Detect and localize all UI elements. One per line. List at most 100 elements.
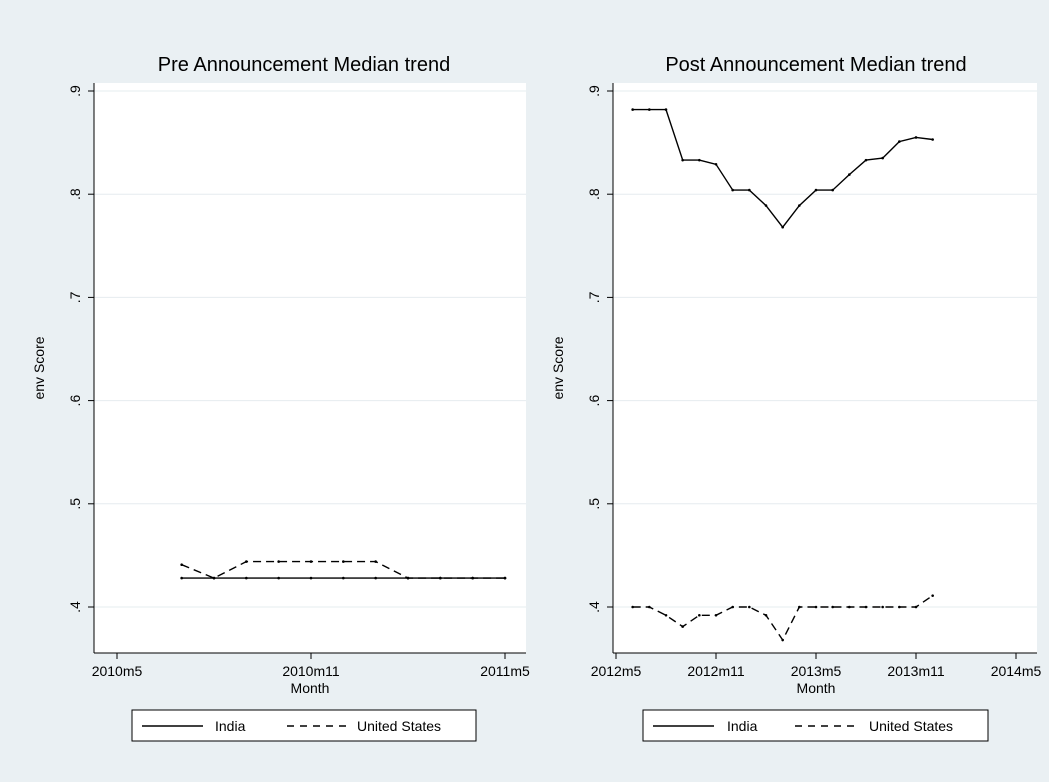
data-point-united-states (914, 605, 918, 609)
y-axis-ticks: .4 .5 .6 .7 .8 .9 (67, 85, 94, 613)
legend: India United States (642, 709, 989, 742)
data-point-india (180, 576, 183, 580)
data-point-united-states (631, 605, 634, 609)
x-tick-label: 2014m5 (991, 663, 1042, 679)
data-point-united-states (374, 560, 377, 563)
data-point-india (309, 576, 313, 580)
data-point-india (374, 576, 377, 580)
data-point-united-states (714, 613, 718, 617)
data-point-united-states (931, 594, 934, 597)
data-point-india (698, 158, 701, 162)
chart-panel-pre: Pre Announcement Median trend .4 .5 .6 .7 .8… (31, 54, 530, 742)
data-point-united-states (764, 613, 768, 617)
data-point-united-states (814, 605, 818, 609)
data-point-united-states (881, 605, 884, 609)
y-tick-label: .9 (586, 85, 602, 97)
data-point-india (764, 204, 768, 207)
x-tick-label: 2010m5 (92, 663, 143, 679)
y-tick-label: .4 (67, 601, 83, 613)
data-point-india (798, 204, 801, 207)
data-point-india (898, 140, 901, 143)
data-point-united-states (831, 605, 834, 609)
data-point-india (342, 576, 345, 580)
data-point-united-states (503, 576, 507, 580)
series-group (180, 560, 507, 580)
data-point-india (931, 138, 934, 141)
y-tick-label: .5 (586, 498, 602, 510)
x-axis-ticks: 2010m5 2010m11 2011m5 (92, 653, 530, 679)
data-point-india (881, 156, 884, 160)
data-point-united-states (277, 560, 280, 563)
chart-panel-post: Post Announcement Median trend .4 .5 .6 .7.… (550, 54, 1042, 742)
data-point-india (831, 188, 834, 192)
data-point-united-states (898, 605, 901, 609)
data-point-united-states (731, 605, 734, 609)
data-point-india (631, 108, 634, 111)
data-point-india (914, 136, 918, 139)
y-tick-label: .6 (586, 395, 602, 407)
y-axis-ticks: .4 .5 .6 .7 .8 .9 (586, 85, 613, 613)
grid (94, 90, 526, 608)
x-tick-label: 2013m11 (887, 663, 945, 679)
x-axis-label: Month (797, 680, 836, 696)
x-tick-label: 2013m5 (791, 663, 842, 679)
data-point-united-states (180, 563, 183, 566)
x-axis-label: Month (291, 680, 330, 696)
data-point-india (781, 225, 784, 229)
data-point-united-states (439, 576, 442, 580)
y-axis-label: env Score (550, 336, 566, 399)
series-line-united-states (181, 560, 505, 579)
data-point-india (864, 158, 868, 162)
data-point-india (277, 576, 280, 580)
legend-label-india: India (215, 718, 246, 734)
data-point-united-states (212, 576, 216, 580)
data-point-india (714, 162, 718, 166)
data-point-united-states (664, 613, 668, 617)
y-tick-label: .7 (586, 291, 602, 303)
y-tick-label: .6 (67, 395, 83, 407)
plot-area (94, 83, 526, 653)
data-point-united-states (309, 560, 313, 563)
y-tick-label: .8 (586, 188, 602, 200)
x-tick-label: 2012m5 (591, 663, 642, 679)
data-point-united-states (864, 605, 868, 609)
data-point-india (664, 108, 668, 111)
data-point-india (731, 188, 734, 192)
data-point-india (245, 576, 248, 580)
legend-label-united-states: United States (357, 718, 441, 734)
x-tick-label: 2010m11 (282, 663, 340, 679)
data-point-india (648, 108, 651, 111)
y-tick-label: .4 (586, 601, 602, 613)
data-point-united-states (648, 605, 651, 609)
legend-label-united-states: United States (869, 718, 953, 734)
y-tick-label: .5 (67, 498, 83, 510)
data-point-united-states (245, 560, 248, 563)
chart-title: Pre Announcement Median trend (158, 54, 450, 76)
data-point-united-states (848, 605, 851, 609)
y-tick-label: .8 (67, 188, 83, 200)
legend-label-india: India (727, 718, 758, 734)
series-group (631, 108, 934, 642)
chart-title: Post Announcement Median trend (665, 54, 966, 76)
x-tick-label: 2011m5 (480, 663, 530, 679)
data-point-india (681, 158, 684, 162)
data-point-united-states (798, 605, 801, 609)
data-point-united-states (681, 625, 684, 628)
legend: India United States (131, 709, 477, 742)
data-point-united-states (748, 605, 751, 609)
data-point-india (848, 173, 851, 176)
y-axis-label: env Score (31, 336, 47, 399)
data-point-united-states (698, 613, 701, 617)
data-point-india (814, 188, 818, 192)
data-point-india (748, 188, 751, 192)
x-tick-label: 2012m11 (687, 663, 745, 679)
plot-area (613, 83, 1037, 653)
y-tick-label: .7 (67, 291, 83, 303)
data-point-united-states (471, 576, 474, 580)
data-point-united-states (781, 638, 784, 642)
data-point-united-states (406, 576, 410, 580)
y-tick-label: .9 (67, 85, 83, 97)
data-point-united-states (342, 560, 345, 563)
